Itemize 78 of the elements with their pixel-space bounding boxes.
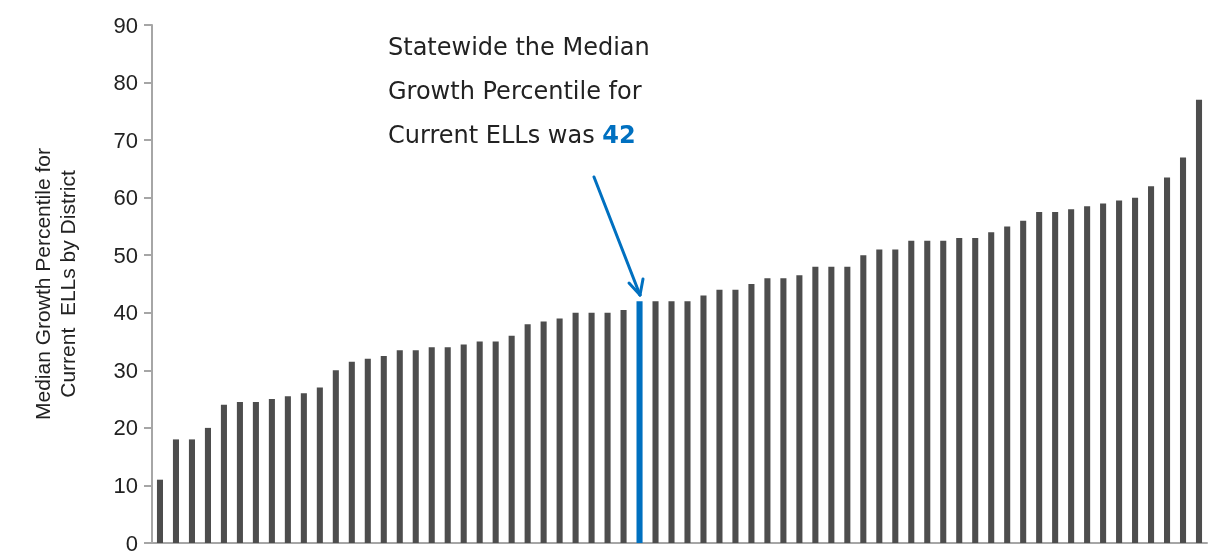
y-axis-title: Median Growth Percentile for Current ELLs by District [31, 148, 79, 420]
bar [972, 237, 979, 543]
bar [412, 350, 419, 543]
y-tick-label: 10 [113, 472, 138, 498]
bar [236, 401, 243, 543]
bar [892, 249, 899, 543]
y-tick-label: 20 [113, 415, 138, 441]
bar [588, 312, 595, 543]
bar [1100, 203, 1107, 543]
bar [204, 427, 211, 543]
bar [268, 399, 275, 543]
bar [380, 355, 387, 543]
bar [748, 284, 755, 543]
bar [796, 275, 803, 543]
bar [1084, 206, 1091, 543]
bar [636, 301, 643, 543]
bar [364, 358, 371, 543]
bar [924, 240, 931, 543]
bar [812, 266, 819, 543]
bar [1164, 177, 1171, 543]
bar [1020, 220, 1027, 543]
bar [1148, 186, 1155, 543]
bar [940, 240, 947, 543]
bar [172, 439, 180, 543]
bar [668, 301, 675, 543]
bar [316, 387, 323, 543]
bar [1132, 197, 1139, 543]
bar [220, 404, 227, 543]
bar [604, 312, 611, 543]
bar [1004, 226, 1011, 543]
bar [572, 312, 579, 543]
bar [1195, 99, 1203, 543]
bar [1116, 200, 1123, 543]
bar [620, 309, 627, 543]
bar [460, 344, 467, 543]
y-tick-label: 60 [113, 185, 138, 211]
y-tick-label: 70 [113, 127, 138, 153]
bar [700, 295, 707, 543]
bar [1179, 157, 1187, 543]
bar [988, 232, 995, 543]
bar [396, 350, 403, 543]
bar [844, 266, 851, 543]
bar [252, 401, 259, 543]
annotation: Statewide the Median Growth Percentile for Current ELLs was 42 [388, 33, 650, 149]
bar [188, 439, 195, 543]
y-tick-label: 90 [113, 12, 138, 38]
bar [300, 393, 307, 543]
bar [732, 289, 739, 543]
y-tick-label: 30 [113, 357, 138, 383]
y-tick-label: 40 [113, 300, 138, 326]
bar [1068, 209, 1075, 543]
y-tick-label: 80 [113, 70, 138, 96]
bar [908, 240, 915, 543]
bar [524, 324, 531, 543]
bar [348, 361, 355, 543]
bar [1052, 212, 1059, 543]
bar [860, 255, 867, 543]
bar [684, 301, 691, 543]
bar [556, 318, 563, 543]
y-tick-label: 0 [125, 530, 138, 555]
y-tick-label: 50 [113, 242, 138, 268]
bar [492, 341, 499, 543]
bar [716, 289, 723, 543]
bar [508, 335, 515, 543]
bar [764, 278, 771, 543]
bar [476, 341, 483, 543]
bar [1036, 212, 1043, 543]
bar [828, 266, 835, 543]
bar [876, 249, 883, 543]
bar [444, 347, 451, 543]
bar [332, 370, 339, 543]
bar [428, 347, 435, 543]
bar [780, 278, 787, 543]
bar [540, 321, 547, 543]
bar [956, 237, 963, 543]
bar [284, 396, 291, 543]
bar [156, 479, 164, 543]
bar [652, 301, 659, 543]
